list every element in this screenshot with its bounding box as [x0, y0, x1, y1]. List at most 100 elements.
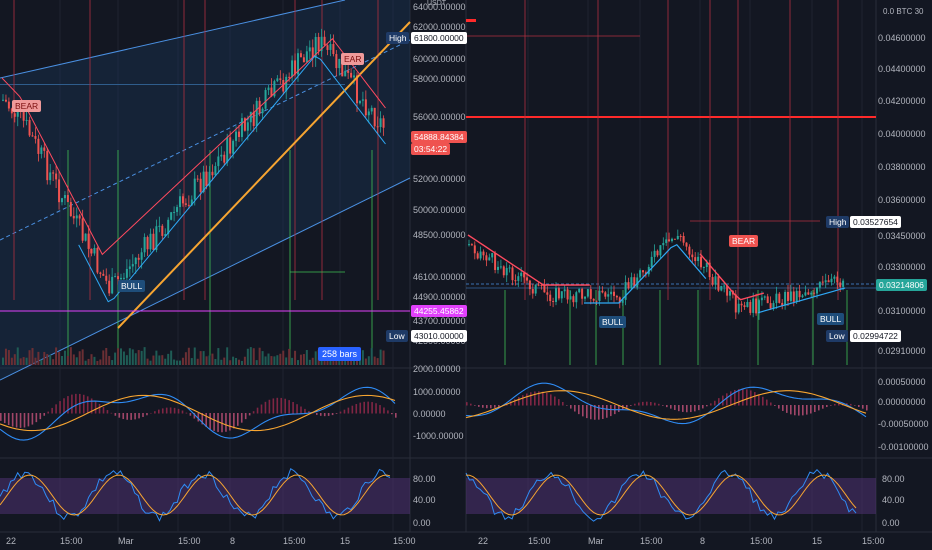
volume-bar — [87, 358, 90, 365]
macd-histogram-bar — [638, 402, 640, 406]
macd-histogram-bar — [610, 405, 612, 417]
macd-histogram-bar — [682, 405, 684, 412]
macd-histogram-bar — [678, 405, 680, 412]
candle-body — [149, 233, 152, 250]
macd-histogram-bar — [618, 405, 620, 412]
left-bars-count: 258 bars — [318, 347, 362, 361]
candle-body — [711, 277, 714, 285]
macd-histogram-bar — [272, 398, 275, 414]
macd-histogram-bar — [35, 413, 38, 423]
macd-histogram-bar — [252, 411, 255, 414]
volume-bar — [240, 360, 243, 365]
volume-bar — [226, 347, 229, 365]
right-low-value: 0.02994722 — [850, 330, 901, 342]
candle-body — [379, 118, 382, 128]
right-price-tick: 0.03100000 — [878, 306, 926, 316]
volume-bar — [25, 357, 28, 365]
candle-body — [302, 57, 305, 63]
candle-body — [613, 291, 615, 296]
macd-histogram-bar — [158, 409, 160, 414]
macd-histogram-bar — [134, 413, 136, 420]
left-price-tick: 60000.00000 — [413, 54, 466, 64]
time-tick-right: 22 — [478, 536, 489, 546]
volume-bar — [161, 355, 164, 365]
candle-body — [120, 277, 122, 280]
time-tick-right: 15:00 — [640, 536, 663, 546]
volume-bar — [314, 351, 317, 365]
volume-bar — [43, 351, 46, 365]
candle-body — [787, 291, 789, 302]
candle-body — [682, 236, 685, 243]
macd-histogram-bar — [213, 413, 215, 431]
left-stoch-tick: 0.00 — [413, 518, 431, 528]
candle-body — [314, 36, 317, 58]
candle-body — [743, 305, 746, 308]
time-tick-left: 15:00 — [60, 536, 83, 546]
candle-body — [511, 267, 514, 281]
left-price-tick: 46100.00000 — [413, 272, 466, 282]
candle-body — [22, 108, 25, 121]
time-tick-right: 15 — [812, 536, 823, 546]
signal-line — [0, 394, 396, 432]
time-tick-right: 15:00 — [528, 536, 551, 546]
macd-histogram-bar — [268, 399, 271, 414]
macd-histogram-bar — [830, 405, 832, 406]
candle-body — [137, 257, 140, 260]
macd-histogram-bar — [642, 401, 644, 406]
candle-body — [734, 294, 737, 313]
candle-body — [772, 303, 775, 309]
candle-body — [152, 233, 155, 250]
right-signal-bull-2: BULL — [817, 313, 845, 325]
macd-histogram-bar — [142, 413, 144, 417]
macd-histogram-bar — [526, 393, 528, 406]
macd-histogram-bar — [574, 405, 576, 412]
volume-bar — [167, 353, 170, 365]
candle-body — [737, 303, 740, 313]
candle-body — [326, 45, 329, 50]
candle-body — [755, 298, 758, 314]
right-price-tick: 0.02910000 — [878, 346, 926, 356]
candle-body — [598, 290, 601, 302]
candle-body — [382, 118, 385, 128]
candle-body — [775, 293, 778, 304]
time-tick-left: 15:00 — [393, 536, 416, 546]
volume-bar — [276, 355, 279, 365]
macd-histogram-bar — [205, 413, 207, 428]
candle-body — [491, 253, 494, 258]
supertrend-bull — [584, 243, 707, 304]
candle-body — [364, 99, 367, 116]
volume-bar — [84, 360, 87, 365]
candle-body — [93, 247, 96, 254]
macd-histogram-bar — [734, 389, 736, 406]
candle-body — [37, 138, 40, 154]
candle-body — [297, 53, 299, 75]
macd-histogram-bar — [706, 405, 708, 407]
candle-body — [824, 280, 827, 283]
right-stoch-tick: 40.00 — [882, 495, 905, 505]
macd-histogram-bar — [94, 401, 97, 414]
macd-histogram-bar — [814, 405, 816, 413]
macd-histogram-bar — [862, 405, 864, 409]
macd-histogram-bar — [582, 405, 584, 417]
stoch-k — [0, 467, 391, 522]
macd-histogram-bar — [550, 394, 552, 406]
candle-body — [338, 58, 341, 69]
candle-body — [161, 225, 164, 236]
volume-bar — [279, 353, 282, 365]
candle-body — [810, 292, 813, 295]
candle-body — [243, 118, 246, 131]
macd-histogram-bar — [698, 405, 700, 411]
volume-bar — [134, 353, 137, 365]
candle-body — [589, 289, 592, 299]
candle-body — [320, 36, 323, 52]
candle-body — [659, 245, 662, 256]
right-price-tick: 0.03600000 — [878, 195, 926, 205]
volume-bar — [267, 353, 270, 365]
candle-body — [595, 300, 598, 302]
time-tick-left: Mar — [118, 536, 134, 546]
candle-body — [125, 268, 128, 278]
candle-body — [821, 281, 824, 283]
candle-body — [267, 87, 270, 91]
candle-body — [746, 301, 749, 308]
